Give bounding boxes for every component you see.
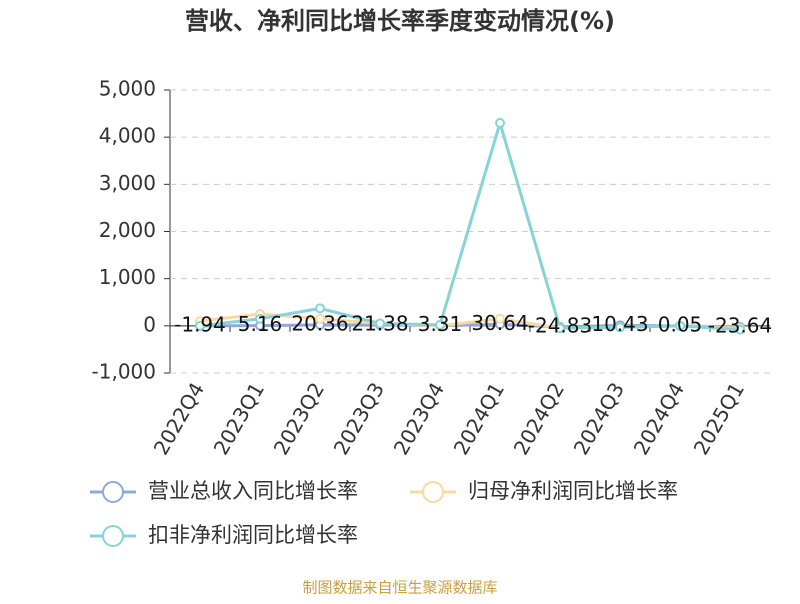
data-point: [255, 313, 265, 324]
data-point: [435, 319, 445, 330]
x-tick-label: 2023Q1: [209, 378, 269, 459]
series-line: [199, 117, 741, 332]
x-tick-label: 2023Q3: [329, 378, 389, 459]
y-tick-label: 3,000: [99, 171, 156, 195]
x-tick-label: 2024Q3: [569, 378, 629, 459]
y-tick-label: 0: [143, 312, 156, 336]
data-point: [615, 322, 625, 333]
data-label: 5.16: [238, 312, 283, 336]
data-label: -24.83: [528, 314, 592, 338]
data-point: [555, 323, 565, 334]
data-point: [375, 318, 385, 329]
y-tick-label: 1,000: [99, 265, 156, 289]
data-label: -1.94: [174, 312, 226, 336]
legend-label: 扣非净利润同比增长率: [148, 523, 358, 547]
data-point: [495, 313, 505, 324]
x-tick-label: 2024Q2: [509, 378, 569, 459]
x-tick-label: 2024Q4: [629, 378, 689, 459]
data-label: -23.64: [708, 313, 772, 337]
data-point: [315, 303, 325, 314]
y-tick-label: 5,000: [99, 77, 156, 101]
data-point: [315, 313, 325, 324]
legend-marker: [102, 481, 124, 503]
data-label: 30.64: [471, 311, 528, 335]
y-tick-label: -1,000: [92, 360, 156, 384]
y-tick-label: 2,000: [99, 218, 156, 242]
x-tick-label: 2022Q4: [149, 378, 209, 459]
data-point: [195, 320, 205, 331]
x-tick-label: 2024Q1: [449, 378, 509, 459]
legend-label: 营业总收入同比增长率: [148, 479, 358, 503]
data-label: 3.31: [418, 312, 463, 336]
x-tick-label: 2023Q2: [269, 378, 329, 459]
legend-marker: [422, 481, 444, 503]
y-tick-label: 4,000: [99, 124, 156, 148]
source-note: 制图数据来自恒生聚源数据库: [302, 579, 497, 597]
data-point: [495, 118, 505, 129]
data-label: 0.05: [658, 312, 703, 336]
x-tick-label: 2025Q1: [689, 378, 749, 459]
data-label: 21.38: [351, 311, 408, 335]
x-tick-label: 2023Q4: [389, 378, 449, 459]
chart-title: 营收、净利同比增长率季度变动情况(%): [185, 7, 615, 35]
legend-marker: [102, 525, 124, 547]
data-point: [735, 324, 745, 335]
legend-label: 归母净利润同比增长率: [468, 479, 678, 503]
data-label: 20.36: [291, 311, 348, 335]
data-point: [675, 320, 685, 331]
data-label: 10.43: [591, 312, 648, 336]
